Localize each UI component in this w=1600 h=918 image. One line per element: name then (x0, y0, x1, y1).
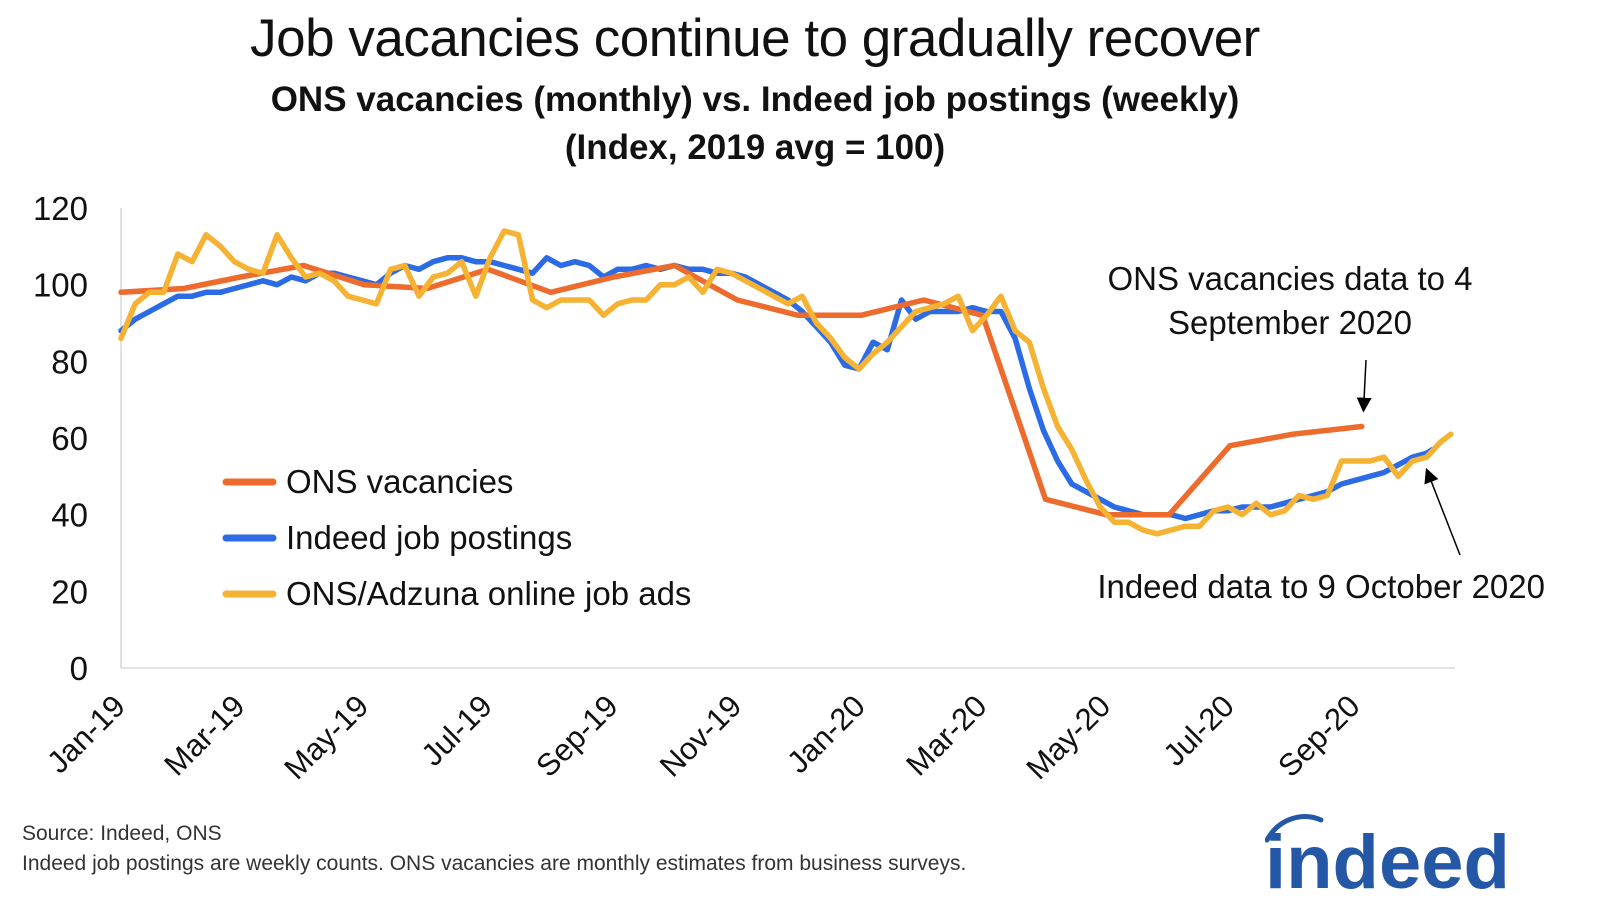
x-tick-label: Jan-19 (40, 688, 132, 780)
axes (120, 208, 1455, 669)
legend-label: Indeed job postings (286, 519, 572, 556)
x-tick-label: Sep-19 (529, 688, 624, 783)
annotation-ons-line1: ONS vacancies data to 4 (1107, 260, 1472, 297)
x-tick-label: Mar-19 (157, 688, 251, 782)
y-tick-label: 40 (51, 497, 88, 534)
series-lines (118, 228, 1454, 537)
x-tick-label: Jul-19 (414, 688, 498, 772)
series-line-ons-vacancies (118, 262, 1365, 518)
y-tick-label: 100 (33, 267, 88, 304)
x-tick-label: May-20 (1019, 688, 1117, 786)
x-tick-label: May-19 (277, 688, 375, 786)
annotation-ons-arrow (1356, 359, 1372, 413)
annotation-ons-line2: September 2020 (1168, 304, 1412, 341)
x-tick-label: Nov-19 (653, 688, 748, 783)
series-line-ons-adzuna-online-job-ads (118, 228, 1454, 537)
x-tick-label: Jan-20 (780, 688, 872, 780)
y-tick-label: 80 (51, 343, 88, 380)
annotations: ONS vacancies data to 4 September 2020 Ind… (1097, 260, 1545, 605)
logo-wordmark: indeed (1265, 820, 1510, 902)
x-tick-label: Jul-20 (1156, 688, 1240, 772)
x-axis-ticks: Jan-19 Mar-19 May-19 Jul-19 Sep-19 Nov-19 Jan-… (40, 688, 1366, 786)
y-tick-label: 0 (70, 650, 88, 687)
y-tick-label: 60 (51, 420, 88, 457)
x-tick-label: Sep-20 (1271, 688, 1366, 783)
legend-label: ONS/Adzuna online job ads (286, 575, 691, 612)
chart-title: Job vacancies continue to gradually reco… (250, 9, 1260, 68)
indeed-logo: indeed (1265, 814, 1510, 902)
chart-subtitle: ONS vacancies (monthly) vs. Indeed job p… (270, 80, 1240, 119)
x-tick-label: Mar-20 (899, 688, 993, 782)
legend: ONS vacancies Indeed job postings ONS/Adzu… (222, 463, 691, 612)
y-tick-label: 20 (51, 573, 88, 610)
methodology-note: Indeed job postings are weekly counts. O… (22, 852, 967, 875)
annotation-indeed-arrow (1424, 467, 1461, 556)
source-note: Source: Indeed, ONS (22, 822, 222, 845)
chart-subtitle-index: (Index, 2019 avg = 100) (564, 128, 946, 167)
y-axis-ticks: 0 20 40 60 80 100 120 (33, 190, 88, 687)
annotation-indeed: Indeed data to 9 October 2020 (1097, 568, 1545, 605)
y-tick-label: 120 (33, 190, 88, 227)
legend-label: ONS vacancies (286, 463, 513, 500)
